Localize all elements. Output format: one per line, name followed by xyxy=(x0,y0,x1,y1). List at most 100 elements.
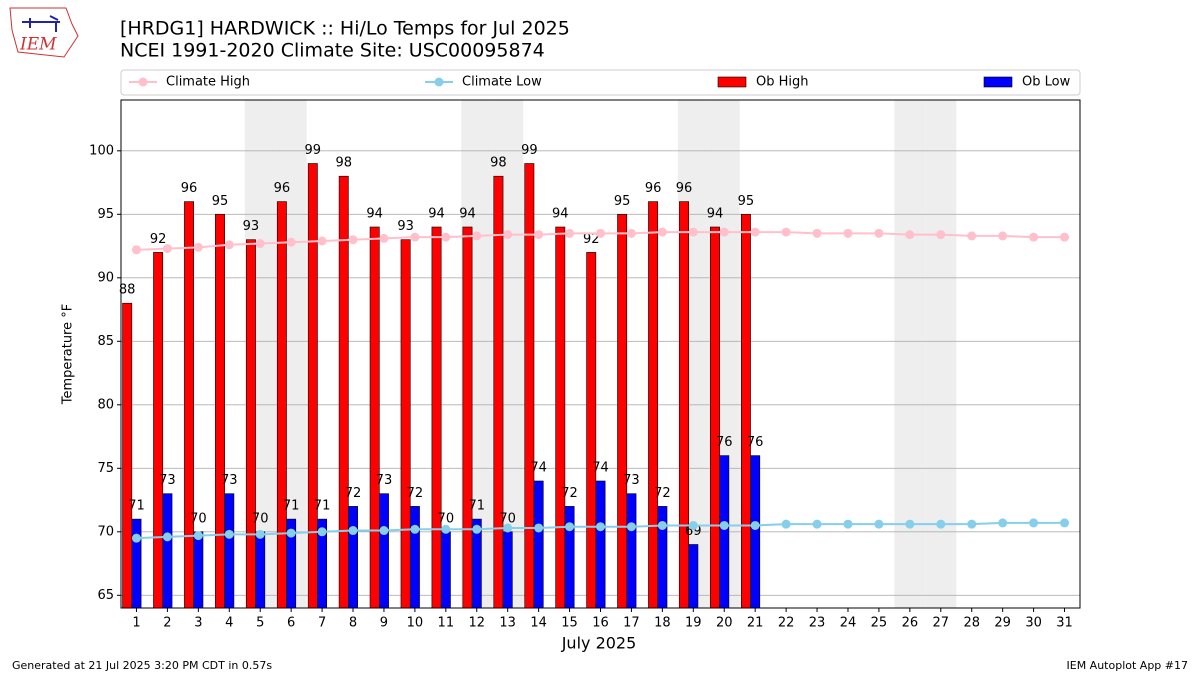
bar xyxy=(276,201,287,609)
data-label: 95 xyxy=(614,194,631,209)
legend-box xyxy=(120,69,1081,96)
bar xyxy=(750,455,761,609)
x-tick-label: 28 xyxy=(963,616,980,631)
line-marker xyxy=(781,519,791,529)
data-label: 94 xyxy=(707,207,724,222)
y-tick-label: 100 xyxy=(89,143,114,158)
bar xyxy=(245,239,256,609)
data-label: 99 xyxy=(521,143,538,158)
data-label: 96 xyxy=(645,181,662,196)
data-label: 73 xyxy=(623,473,640,488)
legend-label: Ob High xyxy=(756,75,809,90)
y-tick-label: 85 xyxy=(97,334,114,349)
line-marker xyxy=(565,522,575,532)
line-marker xyxy=(348,235,358,245)
y-tick-label: 75 xyxy=(97,461,114,476)
line-marker xyxy=(410,524,420,534)
data-label: 93 xyxy=(243,219,260,234)
x-tick-label: 5 xyxy=(256,616,264,631)
line-marker xyxy=(967,519,977,529)
line-marker xyxy=(750,227,760,237)
x-tick-label: 21 xyxy=(747,616,764,631)
x-tick-label: 2 xyxy=(163,616,171,631)
data-label: 73 xyxy=(221,473,238,488)
footer-left: Generated at 21 Jul 2025 3:20 PM CDT in … xyxy=(12,659,272,672)
data-label: 94 xyxy=(552,207,569,222)
bar xyxy=(595,480,606,609)
bar xyxy=(440,531,451,609)
line-marker xyxy=(626,522,636,532)
logo: IEM xyxy=(9,7,79,58)
bar xyxy=(502,531,513,609)
line-marker xyxy=(1029,518,1039,528)
bar xyxy=(409,506,420,609)
line-marker xyxy=(255,529,265,539)
plot-frame xyxy=(120,99,1081,609)
bar xyxy=(493,175,504,609)
line-marker xyxy=(224,240,234,250)
data-label: 95 xyxy=(738,194,755,209)
line-marker xyxy=(905,230,915,240)
data-label: 71 xyxy=(128,499,145,514)
x-tick-label: 16 xyxy=(592,616,609,631)
x-tick-label: 30 xyxy=(1025,616,1042,631)
x-tick-label: 23 xyxy=(809,616,826,631)
data-label: 72 xyxy=(654,486,671,501)
data-label: 73 xyxy=(376,473,393,488)
bar xyxy=(564,506,575,609)
line-marker xyxy=(534,230,544,240)
x-axis-label: July 2025 xyxy=(561,634,637,653)
line-marker xyxy=(255,239,265,249)
y-axis-label: Temperature °F xyxy=(61,304,76,405)
logo-text: IEM xyxy=(19,35,57,55)
line-marker xyxy=(193,531,203,541)
data-label: 76 xyxy=(747,435,764,450)
legend-label: Climate High xyxy=(166,75,250,90)
line-marker xyxy=(596,228,605,238)
line-marker xyxy=(131,245,141,255)
data-label: 71 xyxy=(283,499,300,514)
line-marker xyxy=(472,524,482,534)
line-marker xyxy=(719,227,729,237)
data-label: 74 xyxy=(592,461,609,476)
bar xyxy=(626,493,637,609)
bar xyxy=(122,302,133,609)
data-label: 71 xyxy=(468,499,485,514)
x-tick-label: 13 xyxy=(499,616,516,631)
bar xyxy=(719,455,730,609)
data-label: 74 xyxy=(530,461,547,476)
line-marker xyxy=(348,526,358,536)
bar xyxy=(586,252,597,609)
data-label: 70 xyxy=(252,511,269,526)
x-tick-label: 17 xyxy=(623,616,640,631)
line-marker xyxy=(379,233,389,243)
data-label: 72 xyxy=(561,486,578,501)
legend-label: Climate Low xyxy=(462,75,542,90)
data-label: 71 xyxy=(314,499,331,514)
bar xyxy=(153,252,164,609)
x-tick-label: 10 xyxy=(407,616,424,631)
data-label: 94 xyxy=(428,207,445,222)
logo-icon xyxy=(22,15,60,32)
bar xyxy=(348,506,358,609)
data-label: 70 xyxy=(438,511,455,526)
line-marker xyxy=(998,231,1008,241)
x-tick-label: 25 xyxy=(871,616,888,631)
x-tick-label: 19 xyxy=(685,616,702,631)
data-label: 72 xyxy=(407,486,424,501)
data-label: 69 xyxy=(685,524,702,539)
legend-marker xyxy=(434,77,444,87)
bar xyxy=(555,226,566,609)
x-tick-label: 12 xyxy=(468,616,485,631)
x-tick-label: 3 xyxy=(194,616,202,631)
line-marker xyxy=(750,520,760,530)
line-marker xyxy=(781,227,791,237)
bar xyxy=(162,493,173,609)
data-label: 70 xyxy=(190,511,207,526)
line-marker xyxy=(441,232,451,242)
bar xyxy=(193,531,204,609)
line-marker xyxy=(224,529,234,539)
footer-right: IEM Autoplot App #17 xyxy=(1067,659,1189,672)
x-tick-label: 4 xyxy=(225,616,233,631)
line-marker xyxy=(286,237,296,247)
